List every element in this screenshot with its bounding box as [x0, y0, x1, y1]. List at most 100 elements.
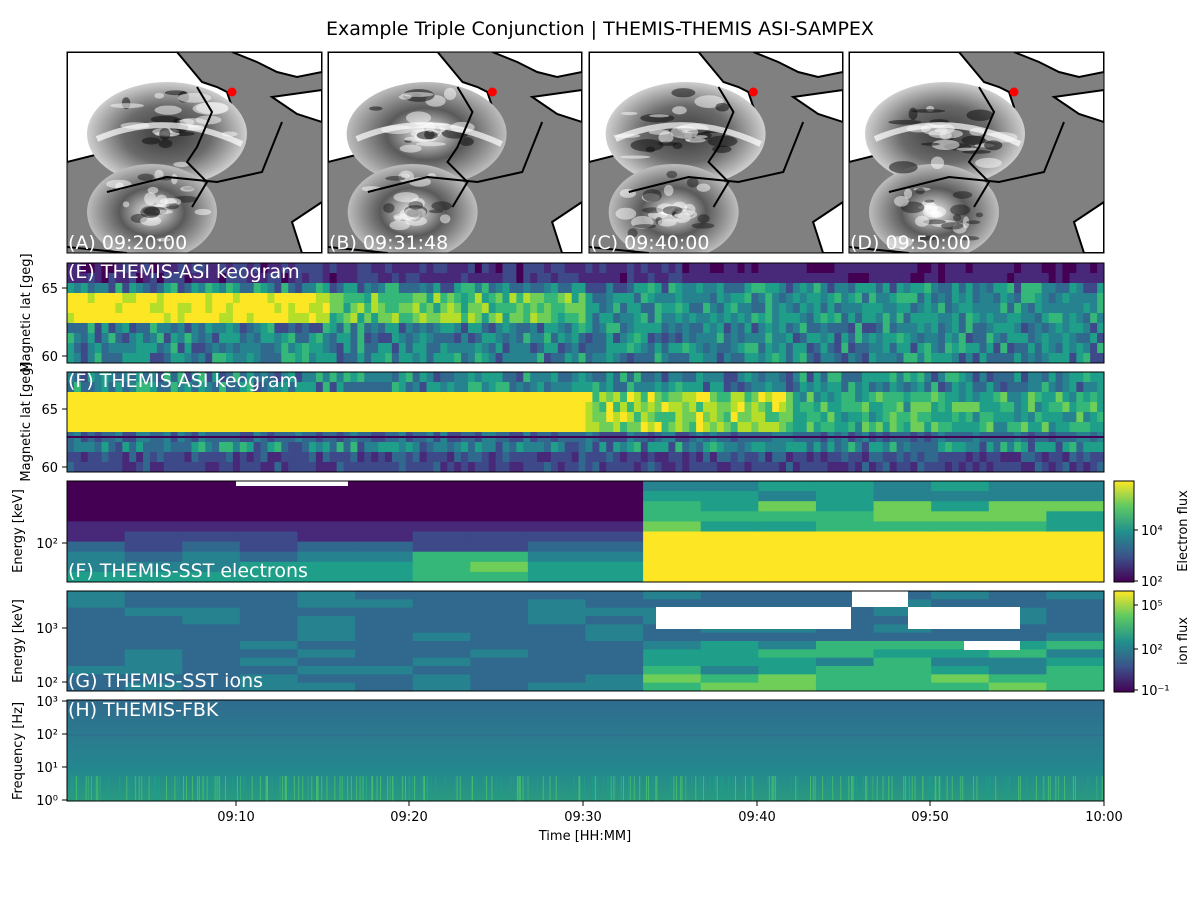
- keogram-cell: [585, 412, 594, 423]
- ion-flux-cell: [1046, 624, 1105, 634]
- keogram-cell: [972, 402, 981, 413]
- keogram-cell: [979, 293, 988, 304]
- keogram-cell: [212, 372, 220, 383]
- keogram-cell: [564, 422, 573, 433]
- keogram-cell: [709, 382, 718, 393]
- keogram-cell: [1000, 293, 1008, 304]
- keogram-cell: [965, 412, 974, 423]
- keogram-cell: [696, 402, 704, 413]
- keogram-cell: [986, 293, 994, 304]
- keogram-cell: [613, 372, 621, 383]
- ion-flux-cell: [527, 607, 586, 617]
- keogram-cell: [640, 452, 649, 463]
- keogram-cell: [516, 313, 524, 324]
- keogram-cell: [419, 372, 428, 383]
- keogram-cell: [1007, 283, 1015, 294]
- electron-flux-cell: [643, 521, 702, 532]
- keogram-cell: [481, 333, 490, 344]
- keogram-cell: [709, 402, 718, 413]
- keogram-cell: [958, 273, 967, 284]
- keogram-cell: [862, 323, 870, 334]
- keogram-cell: [1014, 412, 1022, 423]
- keogram-cell: [537, 442, 545, 453]
- keogram-cell: [785, 343, 794, 354]
- keogram-cell: [419, 442, 428, 453]
- keogram-cell: [232, 442, 241, 453]
- keogram-cell: [917, 422, 925, 433]
- keogram-cell: [868, 392, 877, 403]
- keogram-cell: [295, 323, 303, 334]
- keogram-cell: [792, 452, 801, 463]
- keogram-cell: [951, 412, 960, 423]
- electron-flux-cell: [124, 541, 183, 553]
- keogram-cell: [654, 353, 663, 363]
- map-lake: [811, 200, 843, 253]
- keogram-cell: [544, 442, 552, 453]
- keogram-cell: [592, 343, 600, 354]
- keogram-cell: [972, 313, 981, 324]
- keogram-cell: [1034, 462, 1043, 472]
- keogram-cell: [965, 353, 974, 363]
- keogram-cell: [73, 323, 82, 334]
- keogram-cell: [1055, 422, 1064, 433]
- keogram-cell: [364, 402, 372, 413]
- electron-flux-cell: [1046, 531, 1105, 543]
- map-border: [446, 86, 474, 208]
- keogram-cell: [523, 353, 531, 363]
- keogram-cell: [979, 333, 988, 344]
- keogram-cell: [1000, 333, 1008, 344]
- keogram-cell: [550, 412, 559, 423]
- time-tick-label: 09:20: [390, 810, 427, 825]
- keogram-cell: [433, 412, 441, 423]
- keogram-cell: [772, 313, 780, 324]
- keogram-cell: [481, 353, 490, 363]
- keogram-cell: [474, 382, 483, 393]
- keogram-cell: [779, 392, 787, 403]
- keogram-cell: [723, 402, 732, 413]
- keogram-cell: [177, 422, 186, 433]
- keogram-cell: [689, 333, 697, 344]
- keogram-cell: [412, 343, 421, 354]
- keogram-cell: [1055, 402, 1064, 413]
- keogram-cell: [792, 402, 801, 413]
- keogram-cell: [302, 323, 310, 334]
- electron-flux-cell: [355, 541, 414, 553]
- keogram-cell: [647, 273, 656, 284]
- keogram-cell: [1048, 343, 1057, 354]
- keogram-cell: [502, 323, 511, 334]
- keogram-cell: [253, 452, 262, 463]
- keogram-cell: [744, 273, 753, 284]
- keogram-cell: [274, 313, 282, 324]
- keogram-cell: [136, 263, 144, 274]
- asi-texture: [952, 214, 962, 222]
- keogram-cell: [73, 452, 82, 463]
- keogram-cell: [129, 313, 137, 324]
- keogram-cell: [295, 333, 303, 344]
- keogram-cell: [785, 402, 794, 413]
- keogram-cell: [67, 323, 75, 334]
- keogram-cell: [571, 462, 580, 472]
- keogram-cell: [191, 343, 199, 354]
- keogram-cell: [730, 313, 739, 324]
- keogram-cell: [461, 323, 469, 334]
- keogram-cell: [578, 273, 587, 284]
- keogram-cell: [1062, 422, 1071, 433]
- keogram-cell: [398, 283, 407, 294]
- asi-texture: [158, 139, 173, 149]
- keogram-cell: [163, 372, 172, 383]
- keogram-cell: [682, 353, 690, 363]
- keogram-cell: [1007, 402, 1015, 413]
- keogram-cell: [578, 452, 587, 463]
- keogram-cell: [495, 392, 504, 403]
- keogram-cell: [1014, 382, 1022, 393]
- keogram-cell: [398, 422, 407, 433]
- keogram-cell: [426, 273, 435, 284]
- keogram-cell: [419, 462, 428, 472]
- keogram-cell: [1048, 273, 1057, 284]
- keogram-cell: [834, 303, 842, 314]
- keogram-cell: [516, 412, 524, 423]
- keogram-cell: [315, 462, 324, 472]
- keogram-cell: [467, 422, 476, 433]
- keogram-cell: [917, 402, 925, 413]
- keogram-cell: [67, 382, 75, 393]
